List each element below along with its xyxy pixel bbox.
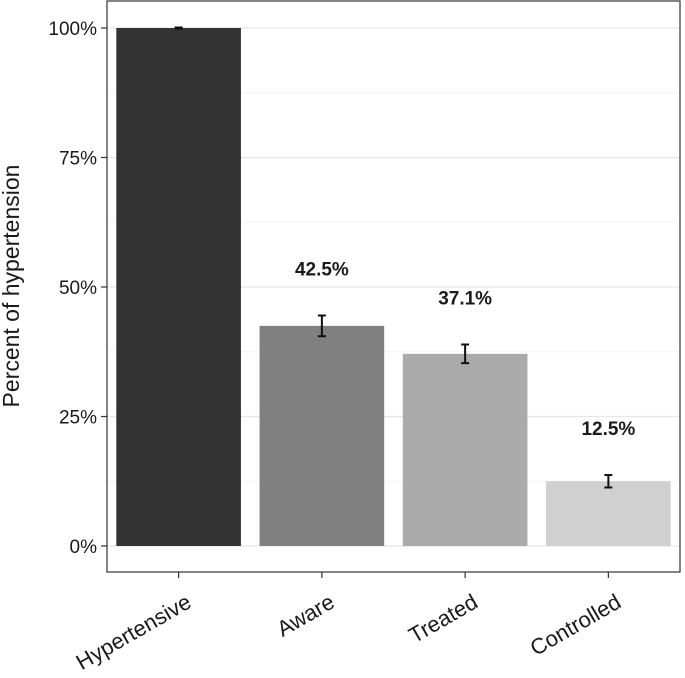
x-axis-ticks: Hypertensive Aware Treated Controlled xyxy=(72,572,625,675)
y-axis-ticks: 0% 25% 50% 75% 100% xyxy=(48,19,107,558)
error-bars xyxy=(174,26,613,489)
x-tick-label: Controlled xyxy=(526,589,625,661)
y-tick-label: 50% xyxy=(59,278,97,299)
data-label: 12.5% xyxy=(581,419,635,440)
x-tick-label: Aware xyxy=(272,589,338,642)
data-label: 42.5% xyxy=(295,259,349,280)
bar xyxy=(259,325,385,546)
bar xyxy=(402,353,528,546)
y-tick-label: 75% xyxy=(59,149,97,170)
x-tick-label: Hypertensive xyxy=(72,589,196,675)
y-tick-label: 100% xyxy=(48,19,97,40)
data-label: 37.1% xyxy=(438,288,492,309)
data-labels: 42.5% 37.1% 12.5% xyxy=(295,259,635,440)
y-axis-title: Percent of hypertension xyxy=(0,165,24,408)
x-tick-label: Treated xyxy=(404,589,481,648)
y-tick-label: 25% xyxy=(59,408,97,429)
y-tick-label: 0% xyxy=(70,537,98,558)
bar xyxy=(546,481,671,546)
bar xyxy=(116,28,241,546)
bars xyxy=(116,28,671,546)
